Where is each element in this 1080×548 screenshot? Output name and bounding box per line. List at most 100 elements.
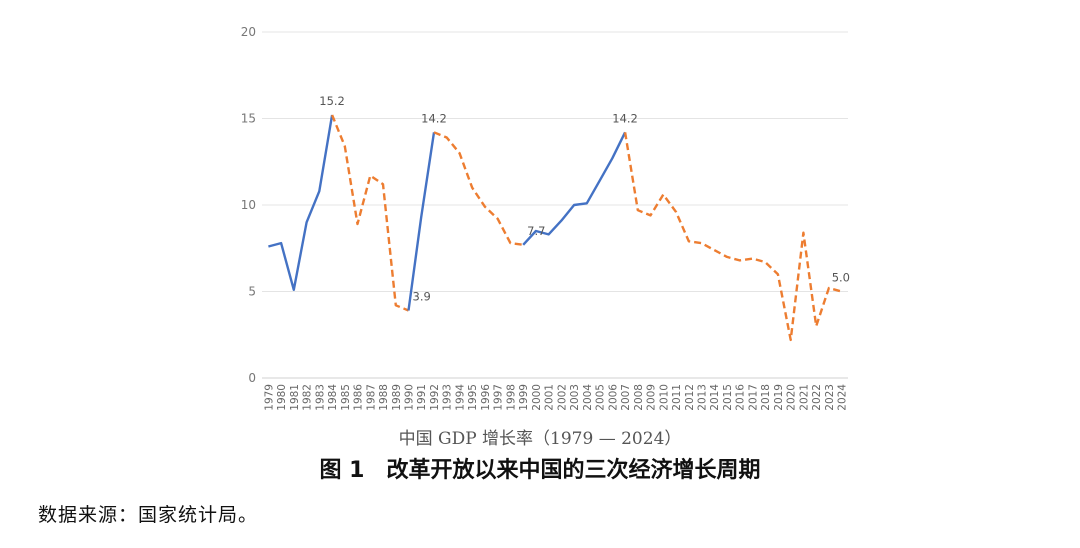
- y-tick-label: 10: [241, 198, 256, 212]
- data-point-2021: [802, 231, 805, 234]
- data-point-2005: [598, 179, 601, 182]
- x-tick-label: 2016: [735, 384, 747, 411]
- data-label-2024: 5.0: [832, 271, 850, 285]
- gridlines: [262, 31, 848, 379]
- x-tick-label: 1985: [340, 384, 352, 411]
- x-tick-label: 2009: [646, 384, 658, 411]
- x-tick-label: 2001: [544, 384, 556, 411]
- data-point-2002: [560, 219, 563, 222]
- x-tick-label: 2019: [773, 384, 785, 411]
- x-tick-label: 2010: [658, 384, 670, 411]
- data-point-1996: [483, 205, 486, 208]
- data-label-1990: 3.9: [413, 290, 431, 304]
- x-tick-label: 2004: [582, 384, 594, 411]
- dashed-series-segment: [433, 131, 524, 246]
- x-tick-label: 2006: [607, 384, 619, 411]
- x-tick-label: 1991: [416, 384, 428, 411]
- data-point-1992: [432, 131, 435, 134]
- data-label-1992: 14.2: [421, 111, 447, 125]
- x-tick-label: 1979: [263, 384, 275, 411]
- x-tick-label: 1996: [480, 384, 492, 411]
- data-point-1982: [305, 221, 308, 224]
- solid-series-segment: [522, 131, 627, 246]
- data-labels: 15.2 3.9 14.2 7.7 14.2 5.0: [319, 94, 850, 303]
- data-point-2024: [840, 290, 843, 293]
- x-tick-label: 2018: [760, 384, 772, 411]
- x-tick-label: 1986: [353, 384, 365, 411]
- data-point-1983: [318, 190, 321, 193]
- x-axis-ticks: 1979 1980 1981 1982 1983 1984 1985 1986 1987 1988…: [263, 384, 848, 411]
- data-point-2011: [675, 210, 678, 213]
- data-point-1988: [382, 183, 385, 186]
- dashed-series-segment: [330, 114, 409, 312]
- data-point-2007: [624, 131, 627, 134]
- x-tick-label: 2008: [633, 384, 645, 411]
- x-tick-label: 1992: [429, 384, 441, 411]
- x-tick-label: 1990: [404, 384, 416, 411]
- source-note: 数据来源：国家统计局。: [38, 504, 259, 526]
- x-tick-label: 1984: [327, 384, 339, 411]
- x-tick-label: 2013: [697, 384, 709, 411]
- data-point-1991: [420, 216, 423, 219]
- y-axis-ticks: 0 5 10 15 20: [241, 25, 256, 385]
- data-point-1989: [394, 304, 397, 307]
- data-point-1979: [267, 245, 270, 248]
- x-tick-label: 2024: [837, 384, 849, 411]
- dashed-series-segment: [623, 132, 842, 342]
- data-point-1987: [369, 174, 372, 177]
- x-tick-label: 2022: [811, 384, 823, 411]
- data-point-2022: [815, 325, 818, 328]
- x-tick-label: 1988: [378, 384, 390, 411]
- data-point-1990: [407, 309, 410, 312]
- x-tick-label: 1983: [314, 384, 326, 411]
- data-point-1984: [331, 114, 334, 117]
- data-point-2009: [649, 214, 652, 217]
- data-point-1997: [496, 217, 499, 220]
- x-tick-label: 2003: [569, 384, 581, 411]
- x-tick-label: 1999: [518, 384, 530, 411]
- y-tick-label: 20: [241, 25, 256, 39]
- x-tick-label: 1995: [467, 384, 479, 411]
- x-tick-label: 2000: [531, 384, 543, 411]
- x-tick-label: 2012: [684, 384, 696, 411]
- x-tick-label: 1980: [276, 384, 288, 411]
- x-tick-label: 1998: [505, 384, 517, 411]
- y-tick-label: 5: [248, 285, 256, 299]
- x-tick-label: 2014: [709, 384, 721, 411]
- data-point-1998: [509, 242, 512, 245]
- data-point-1995: [471, 186, 474, 189]
- x-tick-label: 1994: [454, 384, 466, 411]
- data-point-1993: [445, 136, 448, 139]
- data-point-2003: [573, 204, 576, 207]
- data-point-2015: [725, 255, 728, 258]
- x-tick-label: 1981: [289, 384, 301, 411]
- data-point-2008: [636, 209, 639, 212]
- x-tick-label: 1987: [365, 384, 377, 411]
- x-tick-label: 2007: [620, 384, 632, 411]
- data-label-1984: 15.2: [319, 94, 345, 108]
- x-tick-label: 2011: [671, 384, 683, 411]
- x-axis-title: 中国 GDP 增长率（1979 — 2024）: [398, 429, 682, 449]
- data-point-1981: [292, 288, 295, 291]
- x-tick-label: 2002: [556, 384, 568, 411]
- data-point-2001: [547, 233, 550, 236]
- data-point-2014: [713, 248, 716, 251]
- data-point-2020: [789, 338, 792, 341]
- data-point-1986: [356, 223, 359, 226]
- x-tick-label: 1989: [391, 384, 403, 411]
- data-point-2023: [827, 287, 830, 290]
- x-tick-label: 1993: [442, 384, 454, 411]
- y-tick-label: 15: [241, 112, 256, 126]
- data-point-2004: [585, 202, 588, 205]
- data-point-2010: [662, 193, 665, 196]
- x-tick-label: 1997: [493, 384, 505, 411]
- x-tick-label: 2017: [747, 384, 759, 411]
- figure-caption: 图 1 改革开放以来中国的三次经济增长周期: [319, 458, 761, 483]
- data-point-1980: [280, 242, 283, 245]
- x-tick-label: 2015: [722, 384, 734, 411]
- x-tick-label: 2020: [786, 384, 798, 411]
- data-point-2017: [751, 257, 754, 260]
- data-point-2019: [776, 273, 779, 276]
- x-tick-label: 2023: [824, 384, 836, 411]
